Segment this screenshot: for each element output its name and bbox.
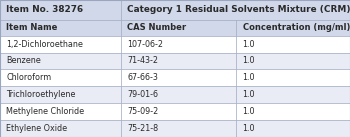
Bar (236, 103, 350, 120)
Text: 67-66-3: 67-66-3 (127, 73, 158, 82)
Bar (236, 69, 350, 86)
Text: Chloroform: Chloroform (6, 73, 51, 82)
Bar (121, 36, 236, 52)
Bar (236, 120, 350, 137)
Text: Benzene: Benzene (6, 56, 41, 65)
Text: 107-06-2: 107-06-2 (127, 40, 163, 49)
Bar (0, 20, 121, 36)
Bar (121, 69, 236, 86)
Text: Item No. 38276: Item No. 38276 (6, 5, 83, 14)
Text: 79-01-6: 79-01-6 (127, 90, 158, 99)
Bar (236, 20, 350, 36)
Bar (121, 120, 236, 137)
Bar (0, 103, 121, 120)
Bar (0, 36, 121, 52)
Text: Trichloroethylene: Trichloroethylene (6, 90, 76, 99)
Text: Category 1 Residual Solvents Mixture (CRM): Category 1 Residual Solvents Mixture (CR… (127, 5, 350, 14)
Text: Concentration (mg/ml): Concentration (mg/ml) (243, 23, 350, 32)
Bar (0, 86, 121, 103)
Bar (236, 36, 350, 52)
Bar (0, 120, 121, 137)
Bar (121, 0, 350, 20)
Bar (236, 52, 350, 69)
Text: 1,2-Dichloroethane: 1,2-Dichloroethane (6, 40, 83, 49)
Text: 71-43-2: 71-43-2 (127, 56, 158, 65)
Bar (236, 86, 350, 103)
Text: 1.0: 1.0 (243, 56, 255, 65)
Text: CAS Number: CAS Number (127, 23, 186, 32)
Bar (0, 0, 121, 20)
Bar (0, 69, 121, 86)
Text: 75-21-8: 75-21-8 (127, 124, 158, 133)
Text: Ethylene Oxide: Ethylene Oxide (6, 124, 68, 133)
Bar (0, 52, 121, 69)
Bar (121, 52, 236, 69)
Text: 75-09-2: 75-09-2 (127, 107, 158, 116)
Text: 1.0: 1.0 (243, 73, 255, 82)
Text: 1.0: 1.0 (243, 107, 255, 116)
Text: 1.0: 1.0 (243, 90, 255, 99)
Bar (121, 20, 236, 36)
Bar (121, 103, 236, 120)
Text: 1.0: 1.0 (243, 40, 255, 49)
Text: 1.0: 1.0 (243, 124, 255, 133)
Bar (121, 86, 236, 103)
Text: Methylene Chloride: Methylene Chloride (6, 107, 84, 116)
Text: Item Name: Item Name (6, 23, 58, 32)
